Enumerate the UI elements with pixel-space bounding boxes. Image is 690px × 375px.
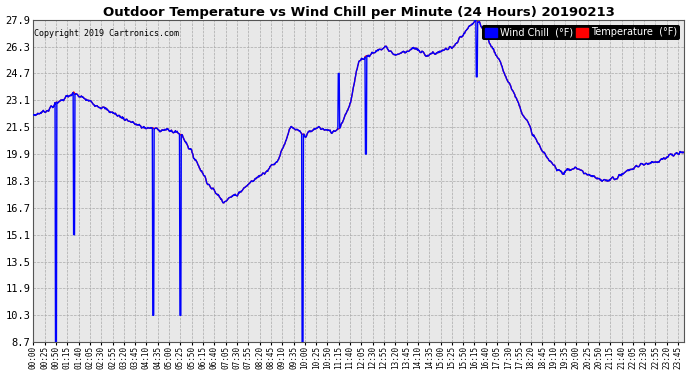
Legend: Wind Chill  (°F), Temperature  (°F): Wind Chill (°F), Temperature (°F) <box>482 25 680 40</box>
Text: Copyright 2019 Cartronics.com: Copyright 2019 Cartronics.com <box>34 29 179 38</box>
Title: Outdoor Temperature vs Wind Chill per Minute (24 Hours) 20190213: Outdoor Temperature vs Wind Chill per Mi… <box>103 6 615 18</box>
